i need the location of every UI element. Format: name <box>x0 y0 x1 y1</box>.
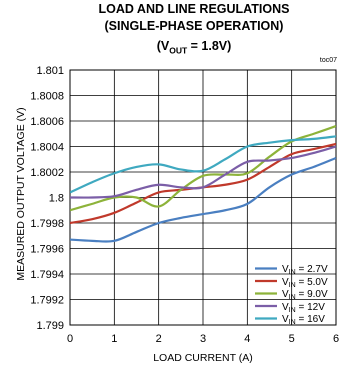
y-tick-label: 1.7998 <box>30 218 64 230</box>
y-tick-label: 1.7996 <box>30 244 64 256</box>
legend-label-sub: IN <box>288 281 296 289</box>
legend-label-sub: IN <box>288 319 296 326</box>
legend-label: VIN = 2.7V <box>282 264 328 276</box>
legend-label-suffix: = 5.0V <box>295 276 328 288</box>
y-tick-label: 1.7992 <box>30 295 64 307</box>
legend: VIN = 2.7V VIN = 5.0V VIN = 9.0V VIN = 12V V… <box>282 262 344 326</box>
x-tick-label: 1 <box>111 333 117 345</box>
legend-item: VIN = 9.0V <box>282 287 344 301</box>
y-tick-label: 1.801 <box>36 65 64 77</box>
legend-item: VIN = 16V <box>282 312 344 326</box>
legend-label: VIN = 9.0V <box>282 289 328 301</box>
chart-title-line1: LOAD AND LINE REGULATIONS <box>98 2 290 16</box>
legend-item: VIN = 2.7V <box>282 262 344 276</box>
y-tick-label: 1.8004 <box>30 142 64 154</box>
x-tick-label: 4 <box>244 333 250 345</box>
legend-label-suffix: = 2.7V <box>295 264 328 275</box>
series-line-3 <box>70 125 336 212</box>
y-tick-label: 1.8008 <box>30 91 64 103</box>
x-tick-label: 0 <box>67 333 73 345</box>
y-tick-label: 1.8002 <box>30 167 64 179</box>
legend-label-sub: IN <box>288 269 296 276</box>
title-suffix: = 1.8V) <box>187 39 232 53</box>
legend-label-prefix: V <box>282 314 289 325</box>
legend-label-prefix: V <box>282 301 289 313</box>
chart-title-line2: (SINGLE-PHASE OPERATION) <box>104 19 284 33</box>
legend-label-suffix: = 12V <box>295 301 325 313</box>
series-line-1 <box>70 156 336 243</box>
legend-label: VIN = 16V <box>282 314 325 326</box>
y-tick-label: 1.8006 <box>30 116 64 128</box>
legend-label-prefix: V <box>282 264 289 275</box>
x-tick-label: 3 <box>200 333 206 345</box>
legend-item: VIN = 12V <box>282 300 344 314</box>
legend-label-sub: IN <box>288 294 296 301</box>
legend-label-sub: IN <box>288 306 296 314</box>
x-axis-label: LOAD CURRENT (A) <box>153 352 253 364</box>
legend-label: VIN = 5.0V <box>282 276 328 289</box>
legend-label-prefix: V <box>282 289 289 300</box>
series-line-4 <box>70 145 336 199</box>
x-tick-label: 5 <box>289 333 295 345</box>
x-tick-label: 2 <box>156 333 162 345</box>
legend-label-prefix: V <box>282 276 289 288</box>
title-prefix: (V <box>156 39 170 53</box>
legend-label: VIN = 12V <box>282 301 325 314</box>
series-line-5 <box>70 135 336 194</box>
chart-title-line3: (VOUT = 1.8V) <box>22 38 344 60</box>
legend-label-suffix: = 9.0V <box>295 289 328 300</box>
legend-label-suffix: = 16V <box>295 314 325 325</box>
figure-tag: toc07 <box>319 57 337 64</box>
legend-item: VIN = 5.0V <box>282 275 344 289</box>
y-tick-label: 1.7994 <box>30 269 64 281</box>
y-tick-label: 1.799 <box>36 320 64 332</box>
title-sub: OUT <box>169 45 188 56</box>
y-tick-label: 1.8 <box>49 193 64 205</box>
x-tick-label: 6 <box>333 333 339 345</box>
